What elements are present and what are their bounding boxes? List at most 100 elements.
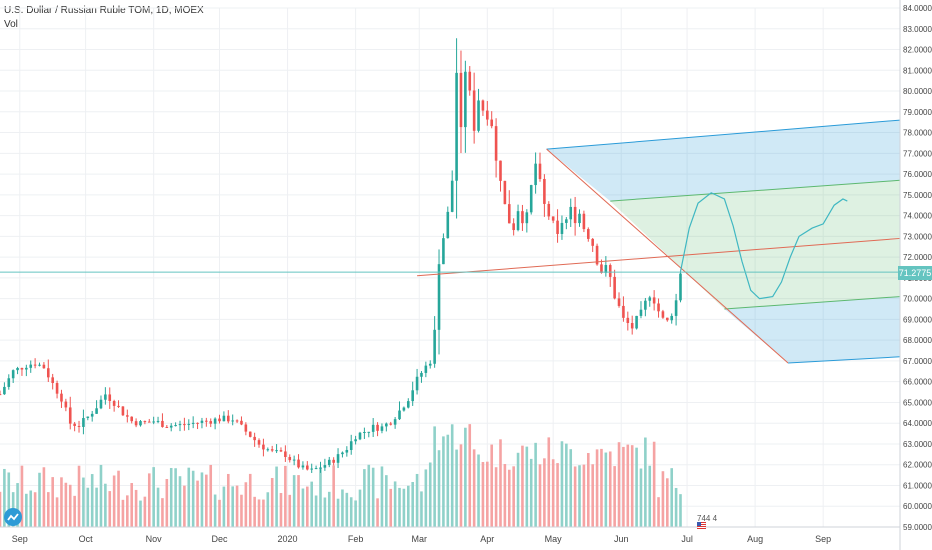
candle-body (622, 305, 625, 318)
candle-body (152, 421, 155, 423)
candle-body (635, 315, 638, 329)
volume-bar (657, 497, 660, 527)
volume-bar (187, 467, 191, 527)
candle-body (481, 100, 485, 111)
y-tick-label: 82.0000 (903, 46, 932, 55)
volume-bar (661, 471, 665, 527)
candle-body (661, 311, 665, 318)
candle-body (560, 222, 564, 234)
y-tick-label: 78.0000 (903, 129, 932, 138)
volume-bar (297, 475, 300, 527)
candle-body (341, 452, 344, 455)
volume-bar (428, 462, 432, 527)
candle-body (38, 364, 41, 366)
volume-bar (82, 477, 85, 527)
lower-tine-line (788, 356, 901, 364)
candle-body (486, 110, 489, 120)
candle-body (507, 204, 511, 224)
candle-body (306, 465, 309, 470)
candle-body (86, 416, 90, 419)
candle-body (310, 468, 314, 470)
candle-body (591, 238, 594, 246)
candle-body (29, 364, 33, 368)
volume-bar (499, 439, 502, 527)
volume-bar (349, 497, 353, 527)
tradingview-logo-icon[interactable] (4, 508, 22, 526)
volume-bar (143, 496, 147, 527)
inner-upper-line (610, 179, 901, 202)
candle-body (455, 72, 458, 181)
volume-bar (310, 481, 314, 527)
pitchfork-lines[interactable] (0, 119, 901, 364)
candle-body (604, 265, 608, 273)
volume-bar (231, 486, 234, 527)
volume-bar (525, 446, 529, 527)
volume-bar (595, 449, 599, 527)
volume-bar (235, 485, 239, 527)
volume-bar (389, 488, 393, 527)
candle-body (617, 298, 621, 306)
candle-body (464, 71, 467, 128)
volume-bar (213, 494, 217, 527)
y-tick-label: 69.0000 (903, 315, 932, 324)
volume-bar (301, 488, 305, 527)
volume-bar (183, 485, 186, 527)
volume-bar (60, 477, 63, 527)
volume-bar (666, 478, 669, 527)
candle-body (595, 245, 599, 265)
volume-bar (165, 478, 169, 527)
volume-bar (380, 466, 384, 527)
candle-body (134, 421, 138, 426)
volume-bar (288, 494, 292, 527)
x-tick-label: Mar (412, 534, 428, 544)
x-tick-label: Jul (681, 534, 693, 544)
y-tick-label: 73.0000 (903, 232, 932, 241)
volume-bar (521, 445, 524, 527)
y-tick-label: 74.0000 (903, 212, 932, 221)
volume-bar (534, 442, 537, 527)
candle-body (608, 265, 612, 277)
candle-body (437, 264, 441, 330)
candle-body (244, 424, 248, 432)
volume-bar (433, 426, 436, 527)
candle-body (314, 468, 318, 470)
x-tick-label: Dec (212, 534, 229, 544)
volume-bar (560, 441, 564, 527)
volume-bar (196, 480, 199, 527)
volume-bar (42, 467, 46, 527)
volume-bar (336, 498, 340, 527)
volume-bar (468, 424, 472, 527)
candle-body (345, 449, 349, 453)
volume-bar (240, 494, 243, 527)
candle-body (406, 401, 410, 408)
y-tick-label: 70.0000 (903, 295, 932, 304)
candle-body (420, 372, 423, 377)
volume-bar (147, 473, 151, 527)
volume-bar (104, 483, 107, 527)
volume-bar (248, 473, 252, 527)
volume-bar (420, 491, 423, 527)
candle-body (270, 449, 274, 451)
candle-body (178, 424, 182, 426)
volume-bar (613, 466, 616, 527)
volume-bar (442, 436, 445, 527)
volume-bar (556, 463, 559, 527)
volume-bar (639, 468, 643, 527)
candle-body (156, 420, 160, 422)
volume-bar (7, 472, 11, 527)
volume-bar (306, 486, 309, 527)
candle-body (169, 425, 173, 428)
candle-body (226, 415, 230, 422)
candle-body (499, 160, 502, 181)
candle-body (60, 393, 63, 402)
volume-bar (424, 469, 428, 527)
volume-bar (253, 496, 256, 527)
projection-curve (679, 192, 848, 300)
symbol-title: U.S. Dollar / Russian Ruble TOM, 1D, MOE… (4, 5, 204, 16)
candle-body (16, 367, 19, 371)
volume-bar (578, 465, 581, 527)
y-tick-label: 81.0000 (903, 66, 932, 75)
volume-bar (117, 470, 120, 527)
volume-bar (573, 466, 577, 527)
